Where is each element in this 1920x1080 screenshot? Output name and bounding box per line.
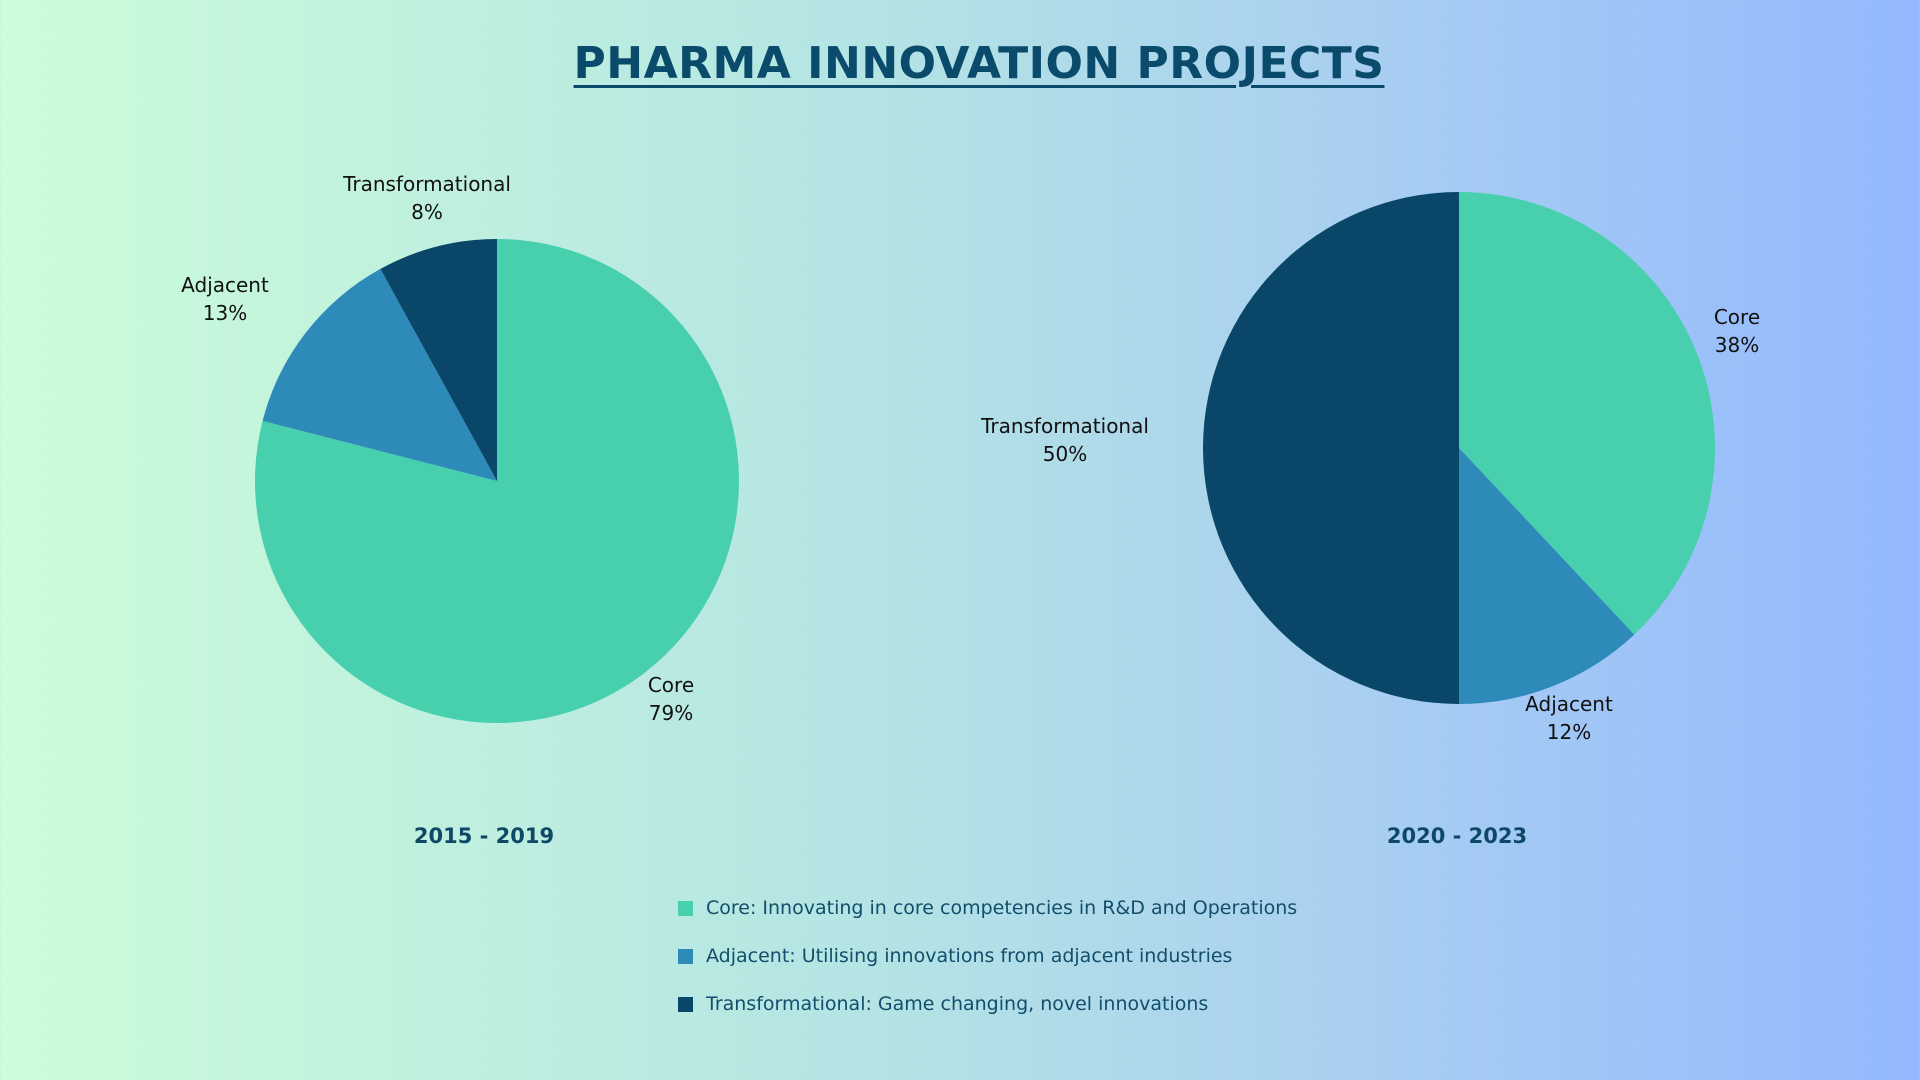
legend-item-core: Core: Innovating in core competencies in… bbox=[678, 896, 1297, 920]
legend-text-transformational: Transformational: Game changing, novel i… bbox=[706, 993, 1209, 1015]
legend-text-adjacent: Adjacent: Utilising innovations from adj… bbox=[706, 945, 1233, 967]
slice-value-transformational: 50% bbox=[1043, 442, 1087, 466]
slice-label-transformational: Transformational bbox=[342, 172, 511, 196]
pie-slice-core bbox=[1459, 192, 1715, 635]
legend-item-transformational: Transformational: Game changing, novel i… bbox=[678, 992, 1297, 1016]
chart-title: PHARMA INNOVATION PROJECTS bbox=[573, 38, 1385, 89]
pie-title-2015-2019: 2015 - 2019 bbox=[413, 824, 555, 848]
legend-swatch-transformational bbox=[678, 996, 693, 1012]
slice-value-transformational: 8% bbox=[411, 200, 443, 224]
slice-value-adjacent: 12% bbox=[1547, 720, 1591, 744]
slice-value-adjacent: 13% bbox=[203, 301, 247, 325]
legend: Core: Innovating in core competencies in… bbox=[678, 896, 1297, 1040]
pie-chart-2020-2023: Core 38% Adjacent 12% Transformational 50% bbox=[980, 192, 1760, 744]
pie-slice-adjacent bbox=[1459, 448, 1635, 704]
pie-slice-transformational bbox=[1203, 192, 1459, 704]
legend-swatch-core bbox=[678, 900, 693, 916]
pie-title-2020-2023: 2020 - 2023 bbox=[1386, 824, 1528, 848]
legend-swatch-adjacent bbox=[678, 948, 693, 964]
pie-chart-2015-2019: Core 79% Adjacent 13% Transformational 8% bbox=[181, 172, 740, 725]
slice-label-core: Core bbox=[648, 673, 694, 697]
slice-label-core: Core bbox=[1714, 305, 1760, 329]
slice-label-adjacent: Adjacent bbox=[181, 273, 269, 297]
legend-text-core: Core: Innovating in core competencies in… bbox=[706, 897, 1298, 919]
pie-slice-transformational bbox=[380, 239, 497, 481]
slice-label-transformational: Transformational bbox=[980, 414, 1149, 438]
slice-value-core: 79% bbox=[649, 701, 693, 725]
slice-label-adjacent: Adjacent bbox=[1525, 692, 1613, 716]
legend-item-adjacent: Adjacent: Utilising innovations from adj… bbox=[678, 944, 1297, 968]
slice-value-core: 38% bbox=[1715, 333, 1759, 357]
pie-slice-adjacent bbox=[262, 268, 497, 481]
